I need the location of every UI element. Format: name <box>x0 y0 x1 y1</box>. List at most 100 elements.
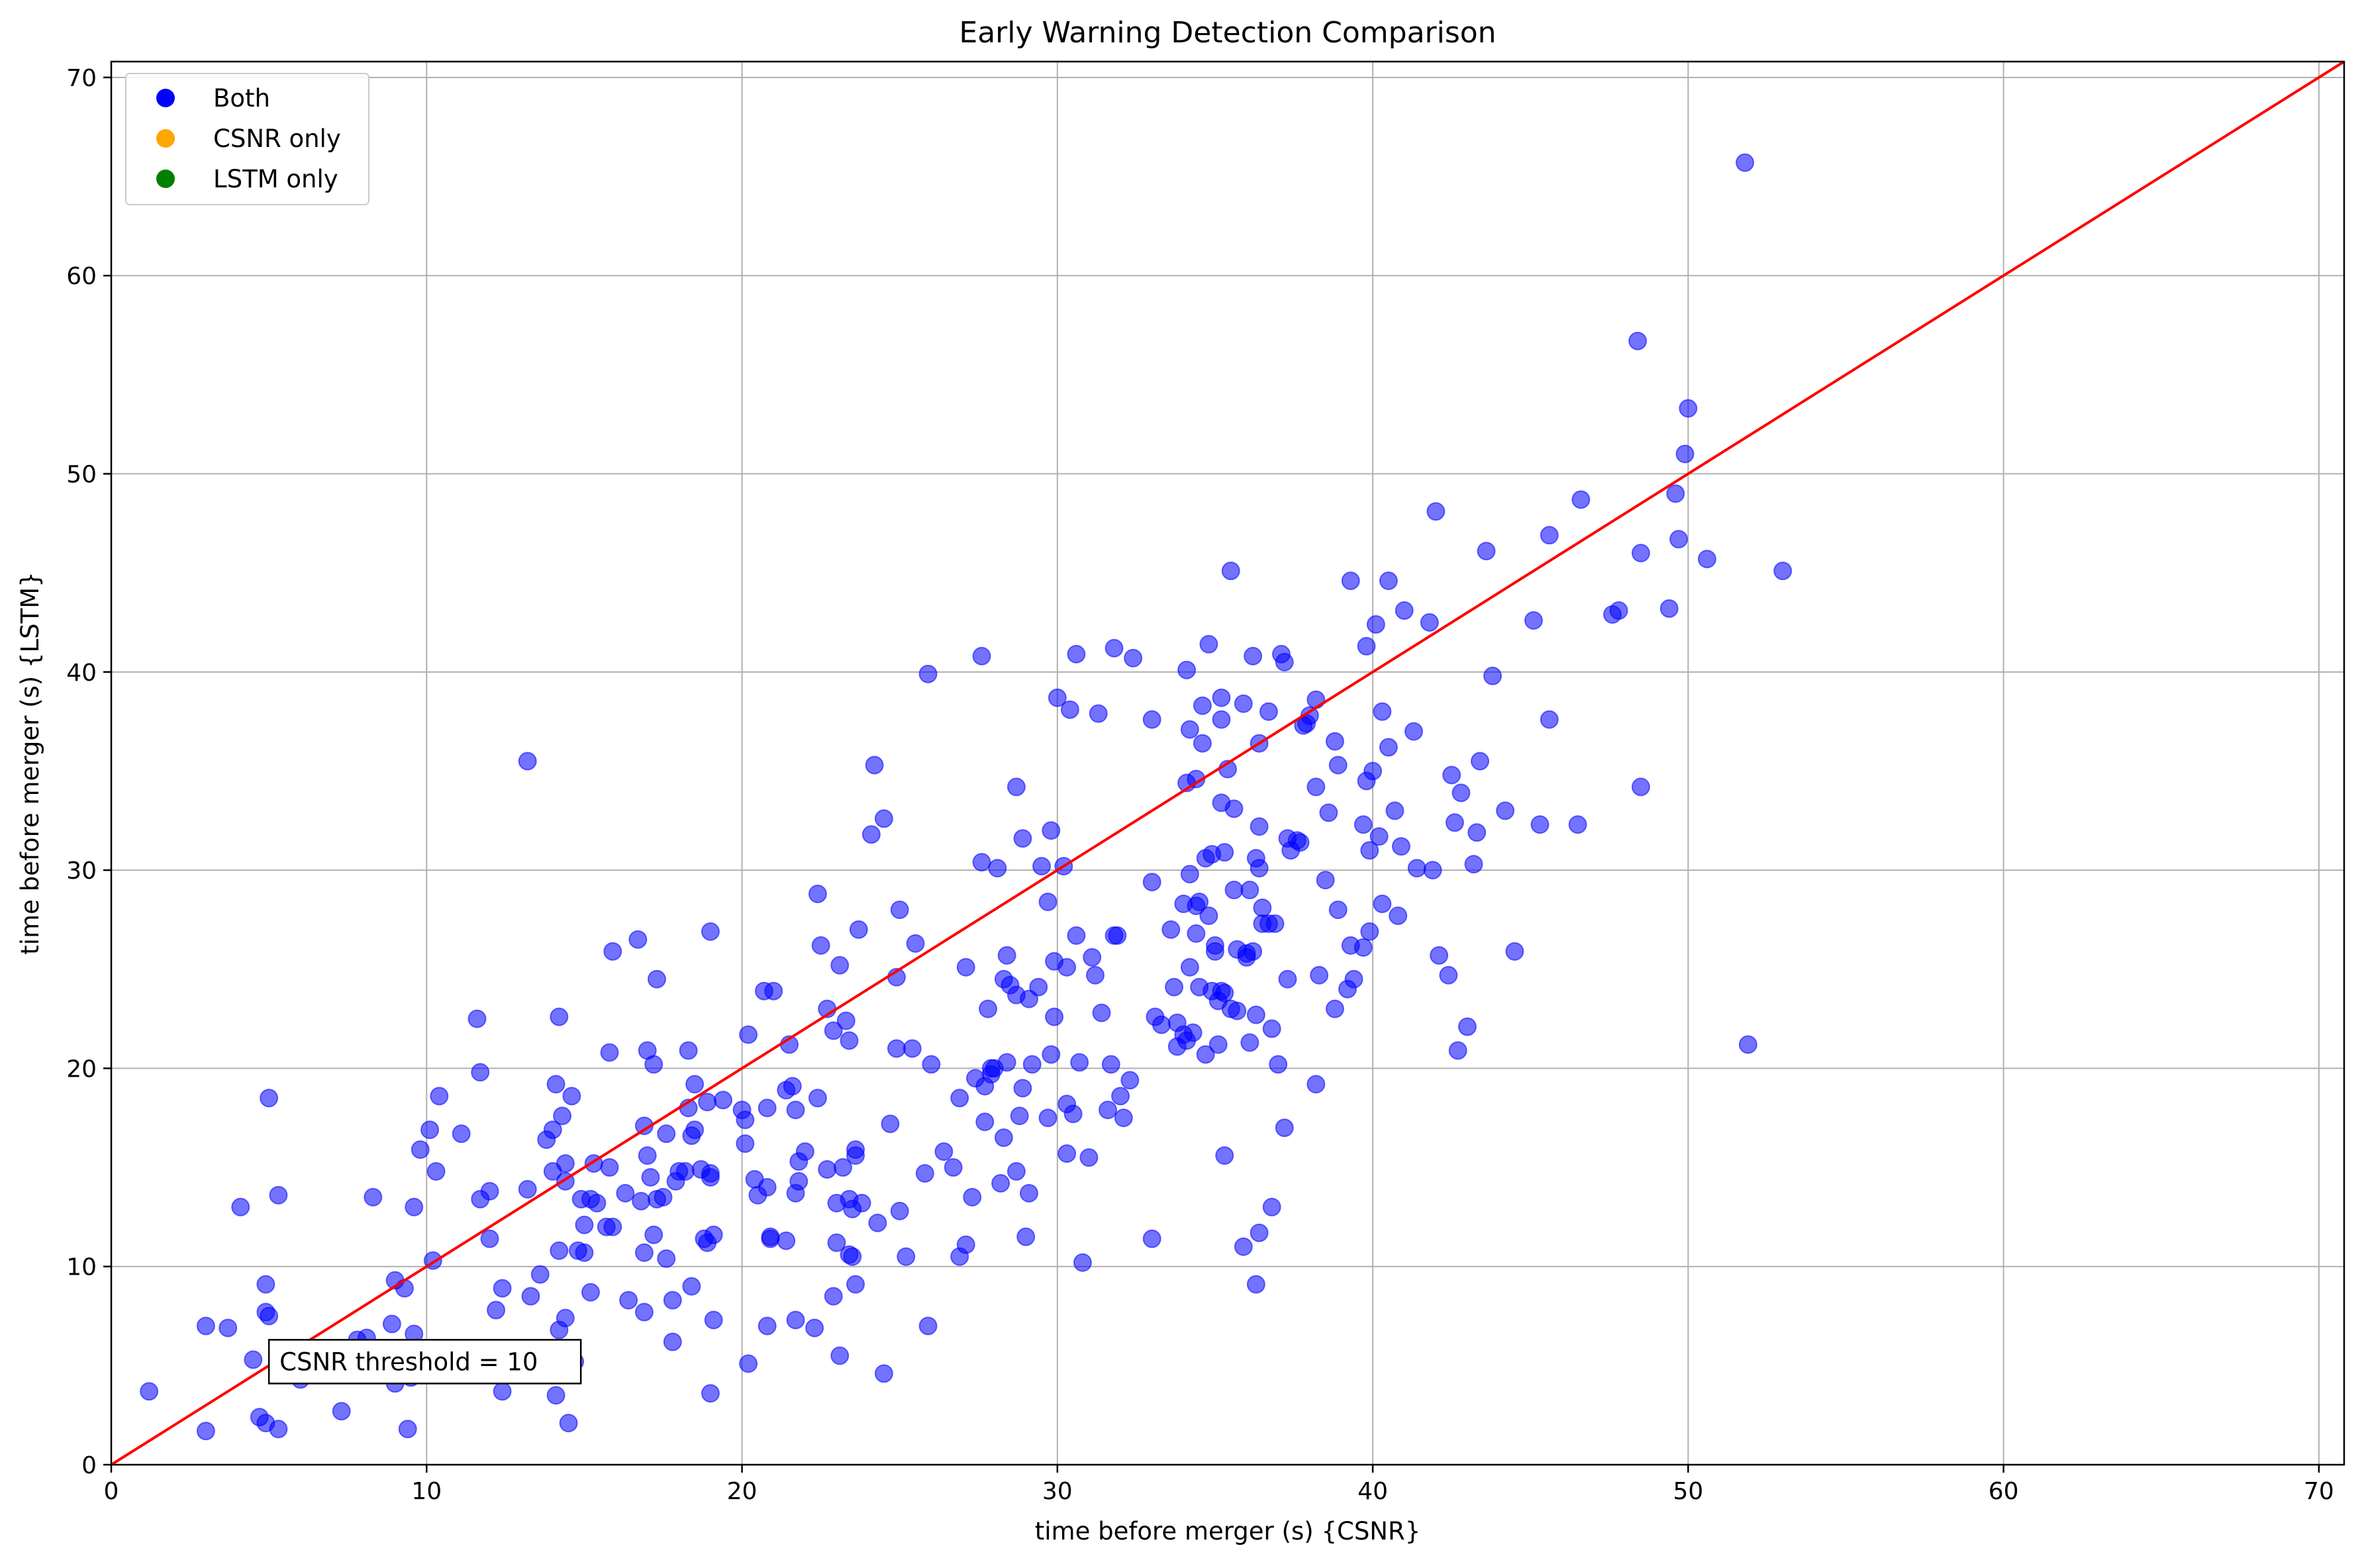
data-point <box>382 1314 401 1334</box>
data-point <box>1038 893 1058 912</box>
data-point <box>1773 562 1793 581</box>
data-point <box>1193 696 1212 715</box>
data-point <box>1108 926 1127 945</box>
data-point <box>1360 841 1379 860</box>
data-point <box>1045 1007 1064 1026</box>
data-point <box>881 1114 900 1134</box>
data-point <box>840 1031 859 1050</box>
data-point <box>559 1414 578 1433</box>
data-point <box>761 1229 780 1248</box>
data-point <box>556 1308 575 1328</box>
data-point <box>641 1168 660 1187</box>
data-point <box>1183 1023 1203 1042</box>
annotation-box <box>268 1339 582 1385</box>
data-point <box>764 981 783 1001</box>
x-tick-label: 30 <box>1042 1478 1073 1505</box>
data-point <box>1452 783 1471 803</box>
data-point <box>1187 924 1206 943</box>
data-point <box>244 1350 263 1369</box>
data-point <box>600 1043 619 1062</box>
data-point <box>1259 702 1278 721</box>
data-point <box>647 969 666 989</box>
data-point <box>1262 1019 1281 1038</box>
data-point <box>546 1386 566 1405</box>
data-point <box>1291 833 1310 852</box>
data-point <box>1022 1055 1042 1074</box>
data-point <box>874 809 893 828</box>
data-point <box>619 1291 638 1310</box>
y-tick-label: 20 <box>66 1055 97 1083</box>
data-point <box>1353 815 1373 834</box>
data-point <box>1275 652 1294 671</box>
data-point <box>868 1213 887 1232</box>
data-point <box>1250 1223 1269 1242</box>
data-point <box>991 1174 1010 1193</box>
data-point <box>1221 562 1240 581</box>
data-point <box>1067 926 1086 945</box>
data-point <box>1111 1087 1130 1106</box>
data-point <box>663 1291 682 1310</box>
data-point <box>553 1106 572 1126</box>
threshold-annotation: CSNR threshold = 10 <box>268 1339 582 1385</box>
data-point <box>827 1233 846 1252</box>
data-point <box>1058 957 1077 977</box>
data-point <box>1007 1162 1026 1181</box>
data-point <box>865 756 884 775</box>
x-tick-label: 60 <box>1989 1478 2019 1505</box>
data-point <box>1467 823 1487 842</box>
data-point <box>219 1318 238 1338</box>
data-point <box>1048 688 1067 707</box>
data-point <box>1180 720 1199 739</box>
data-point <box>628 930 648 949</box>
data-point <box>1152 1015 1171 1034</box>
data-point <box>736 1134 755 1153</box>
data-point <box>915 1164 934 1183</box>
data-point <box>1395 601 1414 620</box>
data-point <box>950 1089 969 1108</box>
data-point <box>1180 957 1199 977</box>
data-point <box>972 853 991 872</box>
data-point <box>1666 484 1685 503</box>
data-point <box>644 1225 664 1244</box>
data-point <box>1316 871 1335 890</box>
data-point <box>811 936 830 955</box>
data-point <box>140 1382 159 1401</box>
data-point <box>777 1231 796 1250</box>
data-point <box>260 1306 279 1326</box>
data-point <box>543 1120 562 1140</box>
data-point <box>1373 702 1392 721</box>
data-point <box>1669 530 1689 549</box>
data-point <box>1505 942 1524 961</box>
data-point <box>1161 920 1181 939</box>
data-point <box>786 1310 805 1330</box>
data-point <box>1250 859 1269 878</box>
data-point <box>701 1164 720 1183</box>
data-point <box>426 1162 446 1181</box>
data-point <box>1738 1035 1757 1054</box>
x-tick-label: 20 <box>727 1478 758 1505</box>
data-point <box>1234 694 1253 713</box>
data-point <box>1007 777 1026 797</box>
data-point <box>1253 898 1272 917</box>
reference-line <box>110 60 2345 1466</box>
data-point <box>836 1011 856 1030</box>
data-point <box>1278 969 1297 989</box>
data-point <box>1013 829 1032 848</box>
data-point <box>758 1099 777 1118</box>
data-point <box>1089 704 1108 723</box>
data-point <box>1042 821 1061 840</box>
data-point <box>1013 1079 1032 1098</box>
data-point <box>1659 599 1679 618</box>
data-point <box>852 1193 871 1212</box>
data-point <box>1325 732 1344 751</box>
data-point <box>644 1055 664 1074</box>
data-point <box>269 1185 288 1204</box>
data-point <box>795 1142 814 1161</box>
data-point <box>550 1241 569 1260</box>
data-point <box>518 1179 537 1199</box>
data-point <box>1246 1005 1265 1024</box>
data-point <box>846 1146 865 1165</box>
data-point <box>1193 734 1212 753</box>
data-point <box>518 752 537 771</box>
